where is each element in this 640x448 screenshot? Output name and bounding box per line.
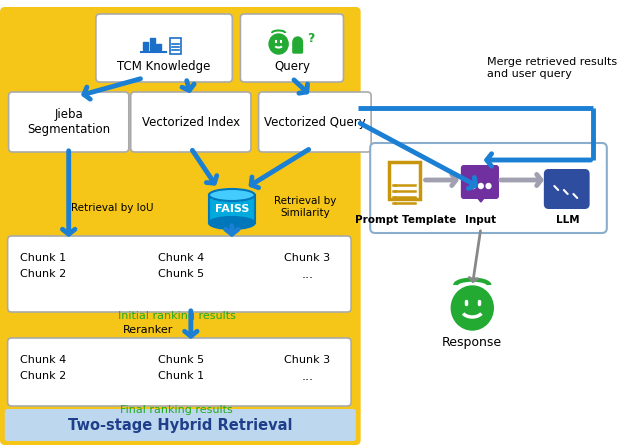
- FancyBboxPatch shape: [461, 165, 499, 199]
- Text: Input: Input: [465, 215, 497, 225]
- Text: Chunk 4: Chunk 4: [158, 253, 204, 263]
- Bar: [209, 195, 255, 223]
- Polygon shape: [476, 196, 486, 202]
- Circle shape: [293, 37, 303, 47]
- Text: Jieba
Segmentation: Jieba Segmentation: [27, 108, 110, 136]
- Text: Chunk 4: Chunk 4: [20, 355, 66, 365]
- FancyBboxPatch shape: [241, 14, 344, 82]
- FancyBboxPatch shape: [293, 43, 303, 53]
- Circle shape: [451, 286, 493, 330]
- Text: Merge retrieved results
and user query: Merge retrieved results and user query: [486, 57, 617, 79]
- Text: Final ranking results: Final ranking results: [120, 405, 233, 415]
- Ellipse shape: [209, 189, 255, 201]
- Text: ?: ?: [307, 32, 315, 45]
- Text: Chunk 3: Chunk 3: [284, 355, 330, 365]
- Text: Chunk 2: Chunk 2: [20, 371, 66, 381]
- Circle shape: [269, 34, 288, 54]
- Circle shape: [486, 184, 491, 189]
- Text: Chunk 5: Chunk 5: [158, 355, 204, 365]
- Text: Chunk 3: Chunk 3: [284, 253, 330, 263]
- Text: Vectorized Query: Vectorized Query: [264, 116, 365, 129]
- FancyBboxPatch shape: [8, 338, 351, 406]
- FancyBboxPatch shape: [544, 169, 589, 209]
- Text: LLM: LLM: [556, 215, 579, 225]
- Text: ...: ...: [301, 370, 313, 383]
- Bar: [150, 38, 155, 50]
- Text: Two-stage Hybrid Retrieval: Two-stage Hybrid Retrieval: [68, 418, 292, 432]
- Ellipse shape: [209, 217, 255, 229]
- Text: Chunk 2: Chunk 2: [20, 269, 66, 279]
- FancyBboxPatch shape: [8, 92, 129, 152]
- FancyBboxPatch shape: [0, 7, 361, 445]
- Text: Chunk 1: Chunk 1: [158, 371, 204, 381]
- FancyBboxPatch shape: [259, 92, 371, 152]
- FancyBboxPatch shape: [4, 409, 356, 441]
- Text: Prompt Template: Prompt Template: [355, 215, 456, 225]
- Bar: [156, 44, 161, 50]
- FancyBboxPatch shape: [131, 92, 251, 152]
- Text: ...: ...: [301, 267, 313, 280]
- Text: FAISS: FAISS: [214, 204, 249, 214]
- Text: Retrieval by
Similarity: Retrieval by Similarity: [274, 196, 337, 218]
- Text: Response: Response: [442, 336, 502, 349]
- Circle shape: [471, 184, 476, 189]
- Bar: [143, 42, 148, 50]
- Text: Retrieval by IoU: Retrieval by IoU: [71, 203, 154, 213]
- FancyBboxPatch shape: [96, 14, 232, 82]
- Text: Reranker: Reranker: [123, 325, 173, 335]
- Text: Chunk 1: Chunk 1: [20, 253, 66, 263]
- Text: Chunk 5: Chunk 5: [158, 269, 204, 279]
- Circle shape: [479, 184, 483, 189]
- FancyBboxPatch shape: [389, 162, 420, 199]
- Text: Initial ranking results: Initial ranking results: [118, 311, 236, 321]
- FancyBboxPatch shape: [170, 38, 181, 54]
- Bar: [565, 198, 570, 204]
- Text: Query: Query: [274, 60, 310, 73]
- FancyBboxPatch shape: [8, 236, 351, 312]
- FancyBboxPatch shape: [370, 143, 607, 233]
- Text: Vectorized Index: Vectorized Index: [141, 116, 240, 129]
- Text: TCM Knowledge: TCM Knowledge: [117, 60, 211, 73]
